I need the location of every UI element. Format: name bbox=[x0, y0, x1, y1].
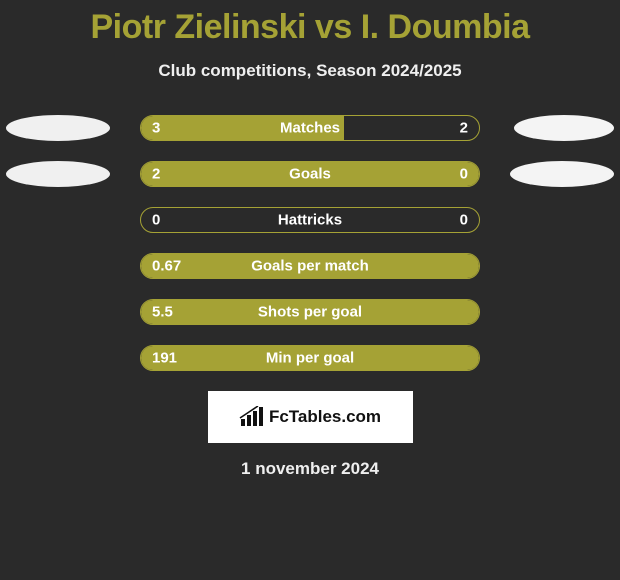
stat-bar: Matches bbox=[140, 115, 480, 141]
stat-bar: Goals bbox=[140, 161, 480, 187]
stat-value-left: 0 bbox=[152, 212, 160, 229]
vs-text: vs bbox=[315, 8, 352, 46]
season-subtitle: Club competitions, Season 2024/2025 bbox=[0, 61, 620, 81]
stat-value-right: 2 bbox=[460, 120, 468, 137]
stat-bar: Goals per match bbox=[140, 253, 480, 279]
stat-bar: Min per goal bbox=[140, 345, 480, 371]
stat-label: Hattricks bbox=[141, 212, 479, 229]
stat-value-left: 5.5 bbox=[152, 304, 173, 321]
stat-row: Matches3 2 bbox=[0, 105, 620, 151]
stat-row: Min per goal191 bbox=[0, 335, 620, 381]
stat-label: Shots per goal bbox=[141, 304, 479, 321]
stat-value-right: 0 bbox=[460, 166, 468, 183]
fctables-logo: FcTables.com bbox=[208, 391, 413, 443]
stat-bar: Hattricks bbox=[140, 207, 480, 233]
fctables-chart-icon bbox=[239, 406, 265, 428]
stat-value-left: 2 bbox=[152, 166, 160, 183]
photo-placeholder-left bbox=[6, 161, 110, 187]
photo-placeholder-right bbox=[510, 161, 614, 187]
photo-placeholder-right bbox=[514, 115, 614, 141]
player2-name: I. Doumbia bbox=[361, 8, 530, 46]
stat-value-left: 3 bbox=[152, 120, 160, 137]
snapshot-date: 1 november 2024 bbox=[0, 459, 620, 479]
stat-row: Goals per match0.67 bbox=[0, 243, 620, 289]
stat-row: Hattricks0 0 bbox=[0, 197, 620, 243]
player1-name: Piotr Zielinski bbox=[91, 8, 306, 46]
stat-row: Shots per goal5.5 bbox=[0, 289, 620, 335]
stat-value-right: 0 bbox=[460, 212, 468, 229]
photo-placeholder-left bbox=[6, 115, 110, 141]
stat-row: Goals2 0 bbox=[0, 151, 620, 197]
comparison-title: Piotr Zielinski vs I. Doumbia bbox=[0, 0, 620, 47]
stat-value-left: 0.67 bbox=[152, 258, 181, 275]
fctables-logo-text: FcTables.com bbox=[269, 407, 381, 427]
stat-label: Matches bbox=[141, 120, 479, 137]
stat-rows-container: Matches32Goals20Hattricks00Goals per mat… bbox=[0, 105, 620, 381]
stat-label: Goals bbox=[141, 166, 479, 183]
stat-label: Min per goal bbox=[141, 350, 479, 367]
stat-bar: Shots per goal bbox=[140, 299, 480, 325]
stat-value-left: 191 bbox=[152, 350, 177, 367]
stat-label: Goals per match bbox=[141, 258, 479, 275]
